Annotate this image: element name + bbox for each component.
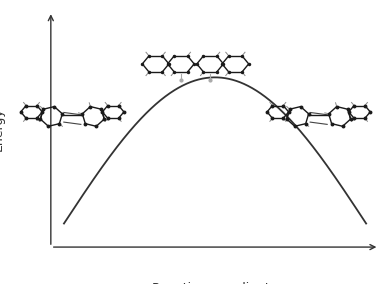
Text: Reaction coordinate: Reaction coordinate	[152, 282, 278, 284]
Text: Energy: Energy	[0, 107, 5, 151]
